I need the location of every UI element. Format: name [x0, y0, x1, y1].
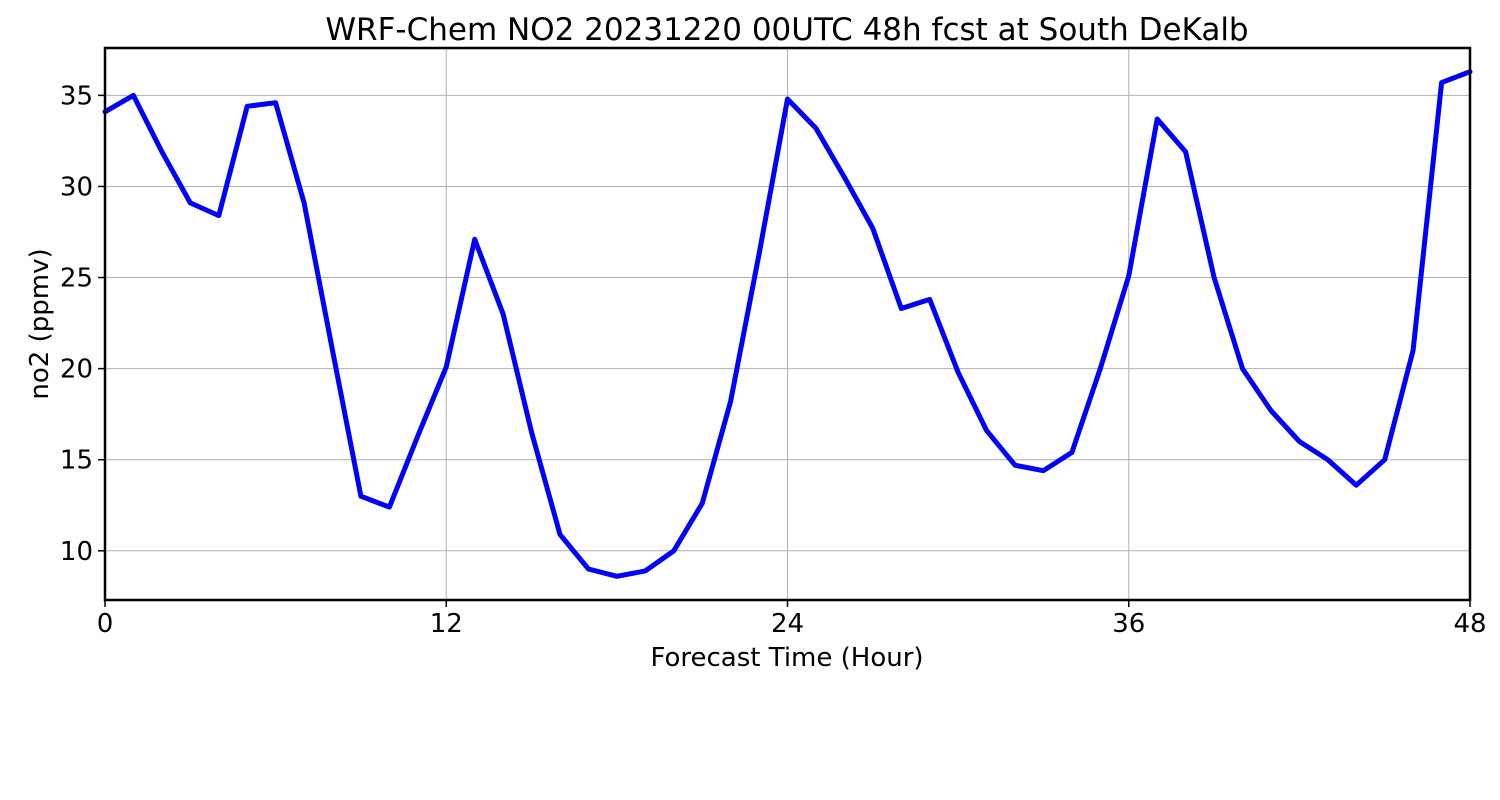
y-tick-label: 15: [60, 446, 93, 476]
y-tick-label: 20: [60, 355, 93, 385]
x-tick-label: 48: [1453, 609, 1486, 639]
y-tick-label: 30: [60, 172, 93, 202]
series-line: [102, 69, 1473, 579]
x-tick-label: 0: [97, 609, 114, 639]
x-tick-label: 12: [430, 609, 463, 639]
y-tick-label: 10: [60, 537, 93, 567]
chart-title: WRF-Chem NO2 20231220 00UTC 48h fcst at …: [325, 12, 1248, 48]
series-layer: [102, 69, 1473, 579]
y-axis-label: no2 (ppmv): [25, 248, 55, 399]
x-axis-label: Forecast Time (Hour): [650, 643, 923, 673]
axis-ticks: 0 12 24 36 48 10 15 20 25 30 35: [60, 81, 1487, 639]
grid: [104, 48, 1471, 600]
y-tick-label: 35: [60, 81, 93, 111]
x-tick-label: 36: [1112, 609, 1145, 639]
x-tick-label: 24: [771, 609, 804, 639]
y-tick-label: 25: [60, 264, 93, 294]
